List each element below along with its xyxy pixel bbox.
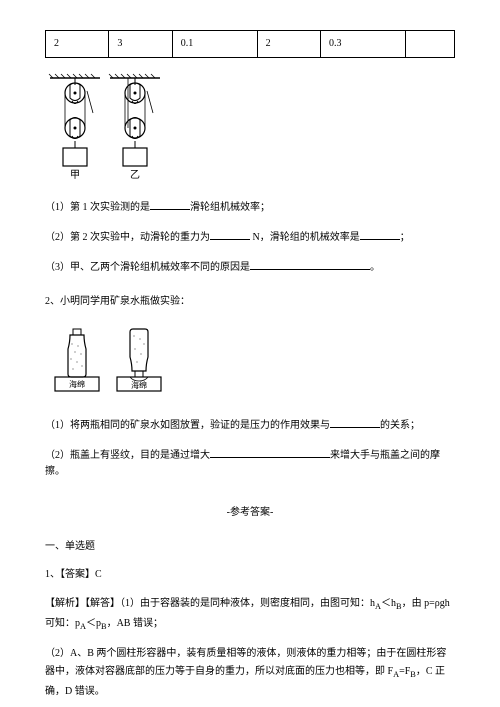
table-cell: 0.3 [321,31,406,58]
table-cell: 2 [46,31,109,58]
table-cell: 3 [109,31,172,58]
sponge-label-right: 海绵 [131,380,147,390]
q3-suffix: 。 [370,262,380,273]
table-cell [405,31,454,58]
answer-title: -参考答案- [45,505,455,521]
blank [360,228,400,240]
pulley-label-right: 乙 [130,169,140,181]
q2-suffix: ； [400,232,410,243]
sponge-label-left: 海绵 [69,379,85,389]
pulley-label-left: 甲 [70,170,80,181]
analysis-text: =F [399,666,410,677]
analysis-label: 【解析】【解答】 [45,598,120,609]
blank [250,258,370,270]
section-2-header: 2、小明同学用矿泉水瓶做实验： [45,294,455,310]
data-table: 2 3 0.1 2 0.3 [45,30,455,58]
question-2-1: （1）将两瓶相同的矿泉水如图放置，验证的是压力的作用效果与 的关系； [45,416,455,434]
question-1-1: （1）第 1 次实验测的是 滑轮组机械效率； [45,198,455,216]
blank [150,198,190,210]
answer-1-para2: （2）A、B 两个圆柱形容器中，装有质量相等的液体，则液体的重力相等；由于在圆柱… [45,645,455,701]
q2-mid: N，滑轮组的机械效率是 [250,232,360,243]
analysis-text: （2）A、B 两个圆柱形容器中，装有质量相等的液体，则液体的重力相等；由于在圆柱… [45,648,446,677]
q2-prefix: （2）第 2 次实验中，动滑轮的重力为 [45,232,210,243]
q2-1-prefix: （1）将两瓶相同的矿泉水如图放置，验证的是压力的作用效果与 [45,420,330,431]
analysis-text: ＜p [86,618,101,629]
blank [210,446,330,458]
answer-1-label: 1、【答案】C [45,567,455,583]
q3-prefix: （3）甲、乙两个滑轮组机械效率不同的原因是 [45,262,250,273]
analysis-text: ＜h [381,598,396,609]
answer-section-title: 一、单选题 [45,539,455,555]
pulley-diagram: 甲 乙 [45,73,455,183]
analysis-text: （1）由于容器装的是同种液体，则密度相同，由图可知：h [120,598,375,609]
table-cell: 0.1 [172,31,257,58]
question-1-3: （3）甲、乙两个滑轮组机械效率不同的原因是 。 [45,258,455,276]
q1-prefix: （1）第 1 次实验测的是 [45,202,150,213]
blank [210,228,250,240]
q2-1-suffix: 的关系； [380,420,420,431]
question-1-2: （2）第 2 次实验中，动滑轮的重力为 N，滑轮组的机械效率是 ； [45,228,455,246]
q2-2-prefix: （2）瓶盖上有竖纹，目的是通过增大 [45,450,210,461]
analysis-text: ，AB 错误； [107,618,163,629]
bottle-diagram: 海绵 海绵 [45,324,455,404]
question-2-2: （2）瓶盖上有竖纹，目的是通过增大来增大手与瓶盖之间的摩擦。 [45,446,455,480]
answer-1-analysis: 【解析】【解答】（1）由于容器装的是同种液体，则密度相同，由图可知：hA＜hB，… [45,595,455,635]
table-row: 2 3 0.1 2 0.3 [46,31,455,58]
blank [330,416,380,428]
table-cell: 2 [257,31,320,58]
q1-suffix: 滑轮组机械效率； [190,202,270,213]
